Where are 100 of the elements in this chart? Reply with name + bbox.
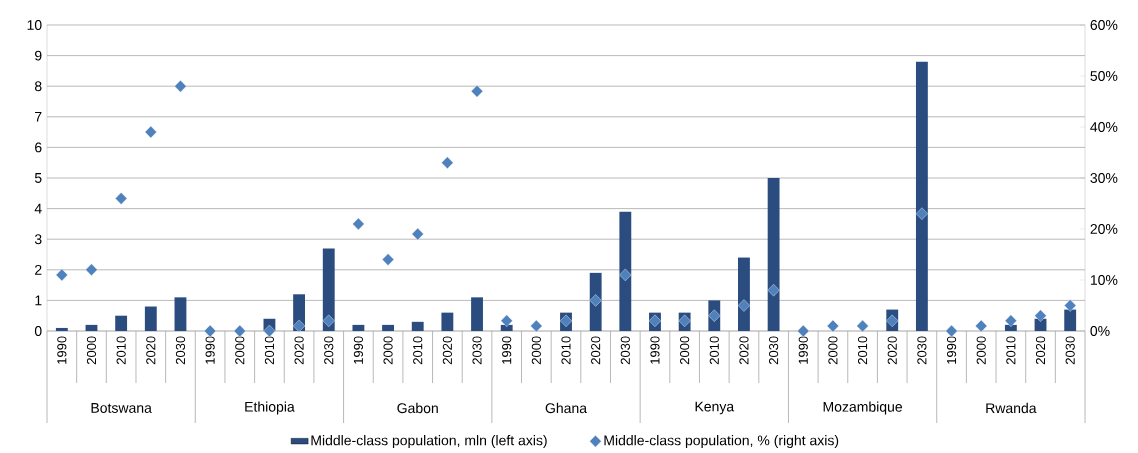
y2-tick-label: 10% — [1090, 275, 1118, 285]
point — [144, 125, 157, 139]
point — [856, 319, 869, 333]
point — [589, 294, 602, 307]
text: Ghana — [545, 402, 588, 414]
x-tick-label: 2030 — [472, 336, 482, 365]
y-tick-label: 3 — [34, 234, 42, 245]
x-tick-label: 2020 — [887, 336, 897, 365]
x-tick-label: 1990 — [57, 336, 67, 364]
x-tick-label: 2010 — [1006, 336, 1016, 365]
y-tick-label: 6 — [35, 142, 42, 153]
x-tick-label: 2020 — [146, 336, 156, 365]
bar — [767, 178, 780, 331]
bar — [619, 211, 632, 331]
x-tick-label: 1990 — [353, 336, 364, 364]
bar — [1004, 324, 1017, 331]
x-tick-label: 2020 — [294, 336, 304, 365]
point — [648, 314, 662, 327]
text: Gabon — [397, 402, 438, 414]
point — [975, 319, 988, 333]
x-tick-label: 2010 — [709, 336, 719, 365]
point — [1004, 314, 1017, 327]
y-tick-label: 1 — [35, 295, 42, 306]
point — [1064, 299, 1077, 312]
y-tick-label: 0 — [34, 326, 42, 336]
y-tick-label: 9 — [35, 50, 42, 61]
point — [886, 314, 899, 327]
point — [559, 314, 573, 327]
point — [441, 156, 454, 169]
y-tick-label: 2 — [35, 264, 42, 275]
point — [470, 85, 484, 98]
y2-tick-label: 20% — [1090, 224, 1118, 234]
point — [174, 80, 187, 93]
x-tick-label: 2030 — [769, 336, 779, 365]
x-tick-label: 1990 — [946, 336, 957, 364]
y2-tick-label: 30% — [1090, 173, 1118, 183]
point — [826, 319, 839, 333]
y-tick-label: 8 — [34, 81, 42, 92]
x-tick-label: 2000 — [235, 336, 245, 365]
bar — [55, 327, 68, 331]
x-tick-label: 2000 — [976, 336, 986, 365]
point — [915, 207, 928, 220]
bar — [115, 315, 128, 331]
bar — [441, 312, 454, 331]
bar — [382, 324, 394, 331]
x-tick-label: 2010 — [116, 336, 126, 365]
x-tick-label: 2000 — [828, 336, 838, 365]
x-tick-label: 2030 — [175, 336, 186, 365]
x-tick-label: 1990 — [650, 336, 660, 364]
bar — [411, 321, 424, 331]
point — [708, 309, 721, 322]
bar — [144, 306, 157, 331]
bar — [471, 297, 483, 331]
text: Ethiopia — [245, 401, 295, 415]
x-tick-label: 2000 — [86, 336, 97, 365]
x-tick-label: 2030 — [917, 336, 927, 365]
x-tick-label: 2020 — [442, 336, 452, 365]
bar — [352, 324, 365, 331]
x-tick-label: 2010 — [264, 336, 275, 365]
point — [619, 268, 632, 282]
text: Botswana — [91, 403, 152, 413]
bar — [85, 324, 98, 331]
x-tick-label: 2000 — [680, 336, 690, 365]
y2-tick-label: 0% — [1090, 326, 1110, 336]
y-tick-label: 5 — [34, 173, 42, 183]
y-tick-label: 4 — [34, 203, 42, 214]
x-tick-label: 2010 — [413, 336, 423, 365]
x-tick-label: 2030 — [324, 336, 334, 365]
point — [85, 263, 98, 276]
y2-tick-label: 50% — [1090, 71, 1118, 81]
bar — [1064, 309, 1077, 331]
y-tick-label: 7 — [35, 111, 42, 122]
x-tick-label: 1990 — [205, 336, 215, 364]
x-tick-label: 1990 — [502, 336, 512, 364]
point — [737, 299, 750, 312]
x-tick-label: 2020 — [1035, 336, 1046, 365]
y2-tick-label: 60% — [1090, 20, 1118, 30]
point — [500, 314, 513, 327]
text: Kenya — [695, 401, 735, 415]
text: Mozambique — [823, 401, 903, 415]
x-tick-label: 1990 — [798, 336, 808, 364]
point — [115, 192, 128, 205]
text: Rwanda — [986, 402, 1037, 414]
point — [945, 324, 958, 338]
point — [293, 319, 306, 333]
legend-label: Middle-class population, % (right axis) — [604, 435, 839, 449]
bar — [915, 61, 928, 331]
y2-tick-label: 40% — [1090, 122, 1118, 132]
point — [322, 314, 335, 327]
point — [382, 253, 395, 266]
x-tick-label: 2000 — [531, 336, 541, 365]
point — [411, 227, 424, 241]
x-tick-label: 2020 — [591, 336, 601, 365]
x-tick-label: 2000 — [383, 336, 393, 365]
legend-label: Middle-class population, mln (left axis) — [311, 435, 547, 449]
point — [263, 324, 276, 338]
point — [530, 319, 543, 333]
x-tick-label: 2030 — [1065, 336, 1075, 365]
bar — [174, 297, 187, 331]
point — [1034, 309, 1047, 322]
